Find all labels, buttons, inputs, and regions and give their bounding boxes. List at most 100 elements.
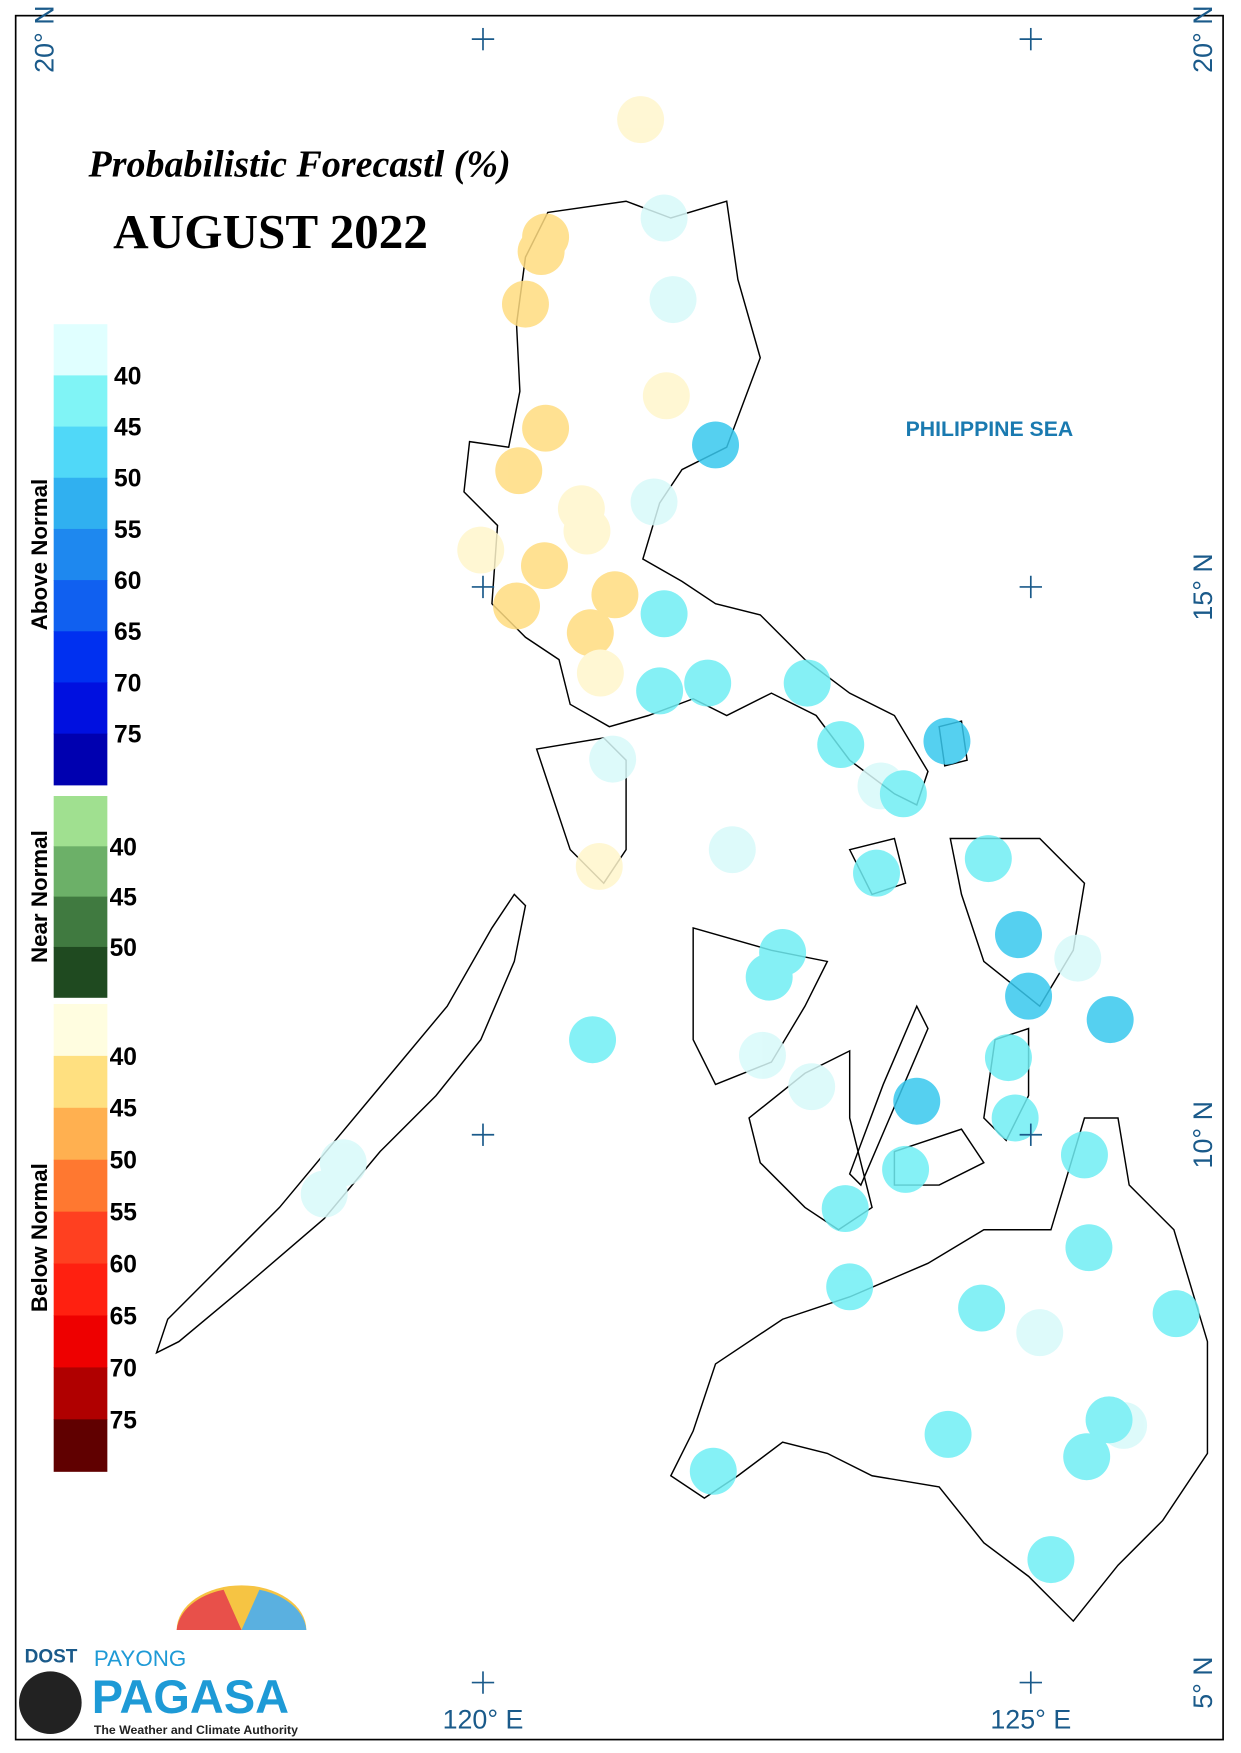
logo-line1: PAYONG xyxy=(94,1646,186,1671)
station-marker xyxy=(995,911,1042,959)
legend-label: 75 xyxy=(114,722,141,749)
station-marker xyxy=(1027,1536,1075,1584)
legend-swatch xyxy=(53,1263,108,1317)
station-marker xyxy=(991,1094,1039,1142)
legend-swatch xyxy=(53,1107,108,1161)
legend-label: 60 xyxy=(110,1252,137,1279)
legend-label: 45 xyxy=(110,1096,137,1123)
station-marker xyxy=(1005,972,1053,1020)
station-marker xyxy=(684,659,732,707)
station-marker xyxy=(1065,1224,1113,1272)
palawan xyxy=(155,893,527,1355)
legend-swatch xyxy=(53,1003,108,1057)
station-marker xyxy=(591,571,639,619)
station-marker xyxy=(1060,1131,1108,1179)
legend-label: 60 xyxy=(114,568,141,595)
legend-label: 40 xyxy=(114,363,141,390)
umbrella-segment xyxy=(241,1589,307,1631)
station-marker xyxy=(817,721,865,769)
station-marker xyxy=(826,1263,874,1311)
umbrella-segment xyxy=(176,1589,242,1631)
frame xyxy=(14,14,1224,1741)
station-marker xyxy=(984,1034,1032,1082)
map-subtitle: AUGUST 2022 xyxy=(113,204,428,259)
legend-swatch xyxy=(53,375,108,428)
station-marker xyxy=(1152,1290,1200,1338)
station-marker xyxy=(783,659,831,707)
legend-label: 55 xyxy=(114,517,141,544)
legend-label: 50 xyxy=(110,935,137,962)
station-marker xyxy=(642,372,690,420)
legend-title: Below Normal xyxy=(27,1163,52,1312)
station-marker xyxy=(893,1077,941,1125)
station-marker xyxy=(520,542,568,590)
station-marker xyxy=(924,1410,972,1458)
lon-label: 120° E xyxy=(443,1704,524,1734)
station-marker xyxy=(1016,1309,1064,1357)
lon-label: 125° E xyxy=(990,1704,1071,1734)
legend-label: 50 xyxy=(114,466,141,493)
samar xyxy=(949,837,1086,1008)
station-marker xyxy=(457,526,505,574)
station-marker xyxy=(882,1145,930,1193)
station-marker xyxy=(617,96,665,144)
mindanao xyxy=(669,1117,1209,1623)
lat-label: 15° N xyxy=(1188,553,1218,620)
legend-label: 50 xyxy=(110,1148,137,1175)
legend-swatch xyxy=(53,324,108,376)
legend-swatch xyxy=(53,796,108,847)
station-markers xyxy=(300,96,1200,1584)
legend-title: Above Normal xyxy=(27,479,52,630)
station-marker xyxy=(1063,1433,1111,1481)
coordinate-labels: 20° N 20° N 15° N 10° N 5° N 120° E 125° E xyxy=(30,5,1218,1734)
station-marker xyxy=(923,717,971,765)
legend-label: 40 xyxy=(110,834,137,861)
legend-swatch xyxy=(53,580,108,632)
station-marker xyxy=(575,842,623,890)
station-marker xyxy=(708,826,756,874)
lat-label: 20° N xyxy=(30,5,60,72)
station-marker xyxy=(517,228,565,276)
station-marker xyxy=(821,1185,869,1233)
dost-emblem xyxy=(19,1671,82,1734)
legend-swatch xyxy=(53,1315,108,1368)
graticule xyxy=(471,27,1042,1694)
station-marker xyxy=(522,404,570,452)
legend-swatch xyxy=(53,477,108,530)
legend-swatch xyxy=(53,946,108,998)
legend-swatch xyxy=(53,1055,108,1109)
legend-swatch xyxy=(53,631,108,684)
station-marker xyxy=(745,953,793,1001)
legend-label: 55 xyxy=(110,1200,137,1227)
legend-label: 65 xyxy=(110,1303,137,1330)
station-marker xyxy=(958,1284,1006,1332)
station-marker xyxy=(853,849,900,897)
logo-line2: PAGASA xyxy=(92,1670,289,1723)
legend-label: 45 xyxy=(110,885,137,912)
legend-swatch xyxy=(53,896,108,948)
station-marker xyxy=(300,1170,348,1218)
station-marker xyxy=(563,507,611,555)
station-marker xyxy=(630,478,678,526)
legend-swatch xyxy=(53,846,108,898)
legend-swatch xyxy=(53,733,108,786)
cebu xyxy=(848,1004,929,1187)
station-marker xyxy=(739,1031,786,1079)
legend-label: 70 xyxy=(110,1355,137,1382)
station-marker xyxy=(964,835,1012,883)
lat-label: 20° N xyxy=(1188,5,1218,72)
legend-label: 65 xyxy=(114,619,141,646)
station-marker xyxy=(1086,996,1134,1044)
station-marker xyxy=(566,609,614,657)
station-marker xyxy=(879,770,927,818)
logo-tagline: The Weather and Climate Authority xyxy=(94,1723,298,1737)
legend-label: 70 xyxy=(114,670,141,697)
logo: DOST PAYONG PAGASA The Weather and Clima… xyxy=(19,1585,307,1737)
lat-label: 5° N xyxy=(1188,1656,1218,1708)
station-marker xyxy=(640,590,688,638)
logo-agency: DOST xyxy=(25,1646,78,1667)
station-marker xyxy=(493,582,541,630)
legend: 40 45 50 55 60 65 70 75 Above Normal 40 45 50 Near N… xyxy=(27,324,141,1472)
